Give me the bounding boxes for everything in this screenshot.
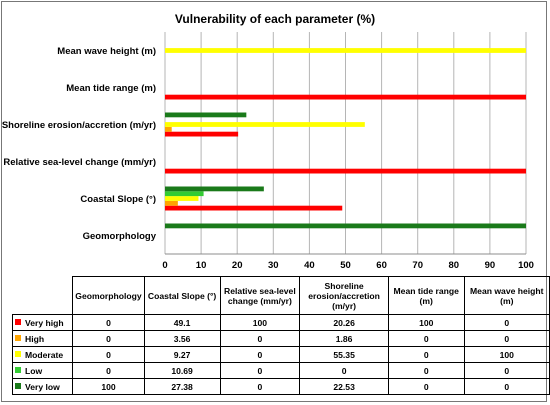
table-cell: 55.35	[299, 346, 389, 363]
table-cell: 0	[72, 330, 145, 347]
legend-entry: Moderate	[11, 346, 74, 363]
table-cell: 0	[463, 362, 550, 379]
x-tick-label: 100	[518, 260, 534, 271]
table-cell: 0	[387, 362, 465, 379]
table-column-header: Mean tide range (m)	[387, 276, 465, 315]
table-cell: 0	[299, 362, 389, 379]
table-cell: 0	[387, 378, 465, 395]
bar-very-high	[165, 205, 343, 211]
table-cell: 22.53	[299, 378, 389, 395]
bar-very-high	[165, 94, 526, 100]
table-row: Very high 0 49.1 100 20.26 100 0	[11, 314, 550, 331]
legend-entry: Very high	[11, 314, 74, 331]
table-cell: 0	[387, 346, 465, 363]
table-column-header: Coastal Slope (°)	[143, 276, 221, 315]
x-tick-label: 60	[376, 260, 387, 271]
table-cell: 100	[387, 314, 465, 331]
category-label: Shoreline erosion/accretion (m/yr)	[2, 120, 156, 131]
legend-swatch	[15, 319, 21, 326]
legend-label: High	[25, 333, 45, 344]
table-cell: 0	[72, 362, 145, 379]
bar-low	[165, 191, 204, 197]
table-cell: 0	[219, 378, 301, 395]
table-cell: 3.56	[143, 330, 221, 347]
legend-swatch	[15, 351, 21, 358]
table-cell: 49.1	[143, 314, 221, 331]
legend-entry: Low	[11, 362, 74, 379]
bar-high	[165, 126, 172, 132]
legend-swatch	[15, 335, 21, 342]
bar-very-high	[165, 168, 526, 174]
legend-swatch	[15, 367, 21, 374]
legend-label: Low	[25, 365, 43, 376]
table-column-header: Relative sea-level change (mm/yr)	[219, 276, 301, 315]
chart-title: Vulnerability of each parameter (%)	[174, 12, 376, 26]
legend-swatch	[15, 383, 21, 390]
table-cell: 100	[463, 346, 550, 363]
table-cell: 10.69	[143, 362, 221, 379]
x-tick-label: 80	[449, 260, 460, 271]
x-tick-label: 70	[412, 260, 423, 271]
table-cell: 0	[72, 346, 145, 363]
table-cell: 100	[72, 378, 145, 395]
bar-chart: Geomorphology Coastal Slope (°) Relative s…	[2, 32, 534, 271]
table-cell: 0	[219, 362, 301, 379]
category-labels: Geomorphology Coastal Slope (°) Relative s…	[2, 46, 157, 242]
x-tick-label: 30	[268, 260, 279, 271]
x-tick-label: 10	[196, 260, 207, 271]
table-column-header: Shoreline erosion/accretion (m/yr)	[299, 276, 389, 315]
table-cell: 0	[463, 330, 550, 347]
x-tick-label: 20	[232, 260, 243, 271]
legend-label: Very low	[25, 381, 60, 392]
category-label: Mean wave height (m)	[57, 46, 156, 57]
bar-very-low	[165, 186, 264, 192]
legend-label: Very high	[25, 317, 64, 328]
table-cell: 100	[219, 314, 301, 331]
bar-moderate	[165, 48, 526, 53]
table-cell: 0	[219, 330, 301, 347]
category-label: Mean tide range (m)	[66, 83, 156, 94]
legend-entry: High	[11, 330, 74, 347]
category-label: Relative sea-level change (mm/yr)	[3, 157, 156, 168]
category-label: Coastal Slope (°)	[80, 194, 156, 205]
category-label: Geomorphology	[83, 231, 157, 242]
table-cell: 20.26	[299, 314, 389, 331]
x-tick-label: 90	[485, 260, 496, 271]
x-tick-label: 50	[340, 260, 351, 271]
legend-entry: Very low	[11, 378, 74, 395]
bar-very-low	[165, 223, 526, 229]
bars	[165, 48, 526, 229]
table-cell: 27.38	[143, 378, 221, 395]
table-row: Very low 100 27.38 0 22.53 0 0	[11, 378, 550, 395]
table-column-header: Mean wave height (m)	[463, 276, 550, 315]
table-column-header: Geomorphology	[72, 276, 145, 315]
bar-moderate	[165, 122, 365, 127]
bar-very-low	[165, 112, 247, 118]
table-cell: 0	[219, 346, 301, 363]
x-tick-label: 0	[162, 260, 167, 271]
table-cell: 0	[72, 314, 145, 331]
table-row: Moderate 0 9.27 0 55.35 0 100	[11, 346, 550, 363]
x-tick-label: 40	[304, 260, 315, 271]
gridlines	[164, 32, 527, 255]
table-row: Low 0 10.69 0 0 0 0	[11, 362, 550, 379]
table-cell: 9.27	[143, 346, 221, 363]
table-row: High 0 3.56 0 1.86 0 0	[11, 330, 550, 347]
bar-very-high	[165, 131, 239, 137]
bar-moderate	[165, 196, 199, 201]
table-cell: 1.86	[299, 330, 389, 347]
table-cell: 0	[387, 330, 465, 347]
table-cell: 0	[463, 378, 550, 395]
data-table: Geomorphology Coastal Slope (°) Relative s…	[11, 276, 550, 395]
bar-high	[165, 200, 178, 206]
table-cell: 0	[463, 314, 550, 331]
x-tick-labels: 0 10 20 30 40 50 60 70 80 90 100	[162, 260, 534, 271]
table-corner	[13, 277, 73, 315]
legend-label: Moderate	[25, 349, 64, 360]
